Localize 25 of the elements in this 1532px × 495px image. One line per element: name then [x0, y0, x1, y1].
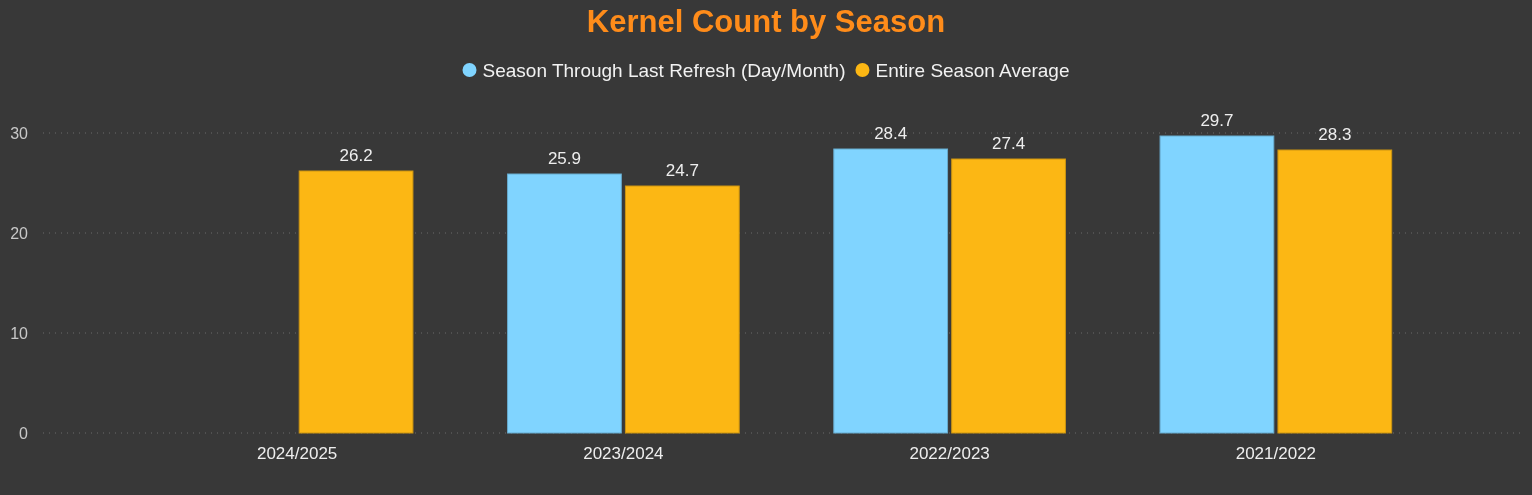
bar [951, 158, 1066, 434]
data-label: 28.3 [1318, 125, 1352, 144]
x-tick-label: 2023/2024 [583, 443, 664, 463]
bar [298, 170, 414, 434]
y-tick-label: 0 [19, 424, 29, 442]
bar [624, 185, 740, 434]
bar [833, 148, 949, 434]
data-label: 29.7 [1200, 111, 1234, 130]
bar [1277, 149, 1393, 434]
x-tick-label: 2024/2025 [256, 443, 338, 463]
data-label: 26.2 [339, 146, 373, 165]
y-tick-label: 10 [10, 324, 29, 342]
bar [1159, 135, 1275, 434]
data-label: 25.9 [547, 149, 581, 168]
data-label: 27.4 [992, 134, 1026, 153]
data-label: 24.7 [665, 161, 699, 180]
x-tick-label: 2021/2022 [1235, 443, 1317, 463]
x-tick-label: 2022/2023 [909, 443, 990, 463]
legend-label: Season Through Last Refresh (Day/Month) [482, 59, 846, 81]
chart-title: Kernel Count by Season [586, 4, 946, 39]
data-label: 28.4 [874, 124, 908, 143]
y-tick-label: 20 [10, 224, 29, 242]
legend-label: Entire Season Average [875, 59, 1070, 81]
y-tick-label: 30 [10, 124, 29, 142]
bar [507, 173, 622, 434]
